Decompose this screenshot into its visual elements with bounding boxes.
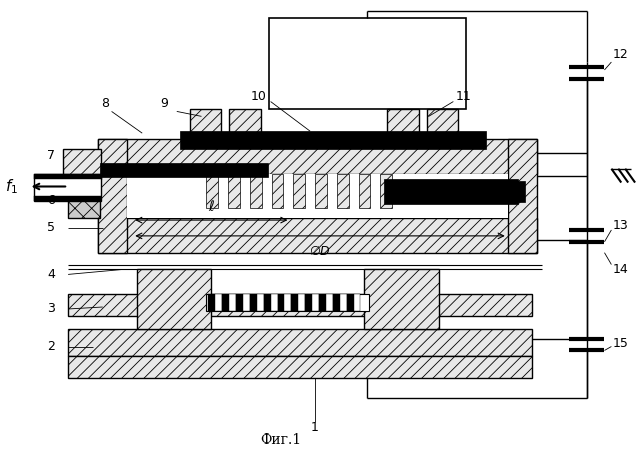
Bar xyxy=(271,173,284,208)
Bar xyxy=(427,110,458,139)
Text: 12: 12 xyxy=(612,48,628,61)
Bar xyxy=(319,294,326,311)
Bar xyxy=(209,294,215,311)
Bar xyxy=(68,329,532,357)
Bar xyxy=(207,294,369,311)
Bar xyxy=(337,173,349,208)
Bar xyxy=(358,173,371,208)
Bar xyxy=(207,173,218,208)
Bar xyxy=(291,294,298,311)
Bar xyxy=(298,294,305,311)
Bar xyxy=(98,139,538,173)
Bar xyxy=(63,149,100,178)
Text: $f_1$: $f_1$ xyxy=(5,177,19,196)
Bar xyxy=(380,173,392,208)
Text: Фиг.1: Фиг.1 xyxy=(260,434,301,448)
Bar xyxy=(353,294,360,311)
Bar xyxy=(312,294,319,311)
Bar xyxy=(229,294,236,311)
Bar xyxy=(271,294,278,311)
Text: 14: 14 xyxy=(612,263,628,276)
Bar xyxy=(250,173,262,208)
Bar xyxy=(333,294,340,311)
Bar xyxy=(508,139,538,253)
Bar xyxy=(340,294,347,311)
Bar xyxy=(315,173,327,208)
Bar xyxy=(257,294,264,311)
Text: 5: 5 xyxy=(47,222,55,235)
Text: 9: 9 xyxy=(160,97,168,110)
Bar xyxy=(243,294,250,311)
Bar xyxy=(189,110,221,139)
Text: 11: 11 xyxy=(455,90,471,103)
Text: 8: 8 xyxy=(100,97,109,110)
Bar xyxy=(33,196,100,201)
Text: $\ell$: $\ell$ xyxy=(208,199,215,214)
Bar xyxy=(284,294,291,311)
Bar xyxy=(305,294,312,311)
Text: 13: 13 xyxy=(612,218,628,231)
Text: 1: 1 xyxy=(311,421,319,434)
Text: 4: 4 xyxy=(47,268,55,281)
Bar xyxy=(508,181,525,202)
Bar xyxy=(269,18,466,110)
Bar xyxy=(264,294,271,311)
Text: 15: 15 xyxy=(612,337,628,350)
Text: 7: 7 xyxy=(47,149,55,162)
Bar xyxy=(250,294,257,311)
Bar xyxy=(364,270,438,329)
Bar xyxy=(278,294,284,311)
Bar xyxy=(127,173,508,218)
Bar xyxy=(98,218,538,253)
Bar xyxy=(222,294,229,311)
Text: 3: 3 xyxy=(47,303,55,315)
Bar xyxy=(384,178,518,204)
Bar xyxy=(68,178,100,218)
Bar xyxy=(293,173,305,208)
Bar xyxy=(98,139,127,253)
Bar xyxy=(215,294,222,311)
Bar xyxy=(387,110,419,139)
Bar xyxy=(33,173,100,178)
Bar xyxy=(137,270,211,329)
Text: 10: 10 xyxy=(251,90,267,103)
Bar xyxy=(347,294,353,311)
Bar xyxy=(236,294,243,311)
Bar xyxy=(68,357,532,378)
Text: 2: 2 xyxy=(47,340,55,353)
Text: 6: 6 xyxy=(47,194,55,207)
Bar xyxy=(229,110,260,139)
Bar xyxy=(326,294,333,311)
Bar xyxy=(228,173,240,208)
Bar xyxy=(33,173,100,201)
Bar xyxy=(180,131,486,149)
Text: $\varnothing D$: $\varnothing D$ xyxy=(309,244,331,258)
Bar xyxy=(100,163,268,177)
Bar xyxy=(68,294,532,316)
